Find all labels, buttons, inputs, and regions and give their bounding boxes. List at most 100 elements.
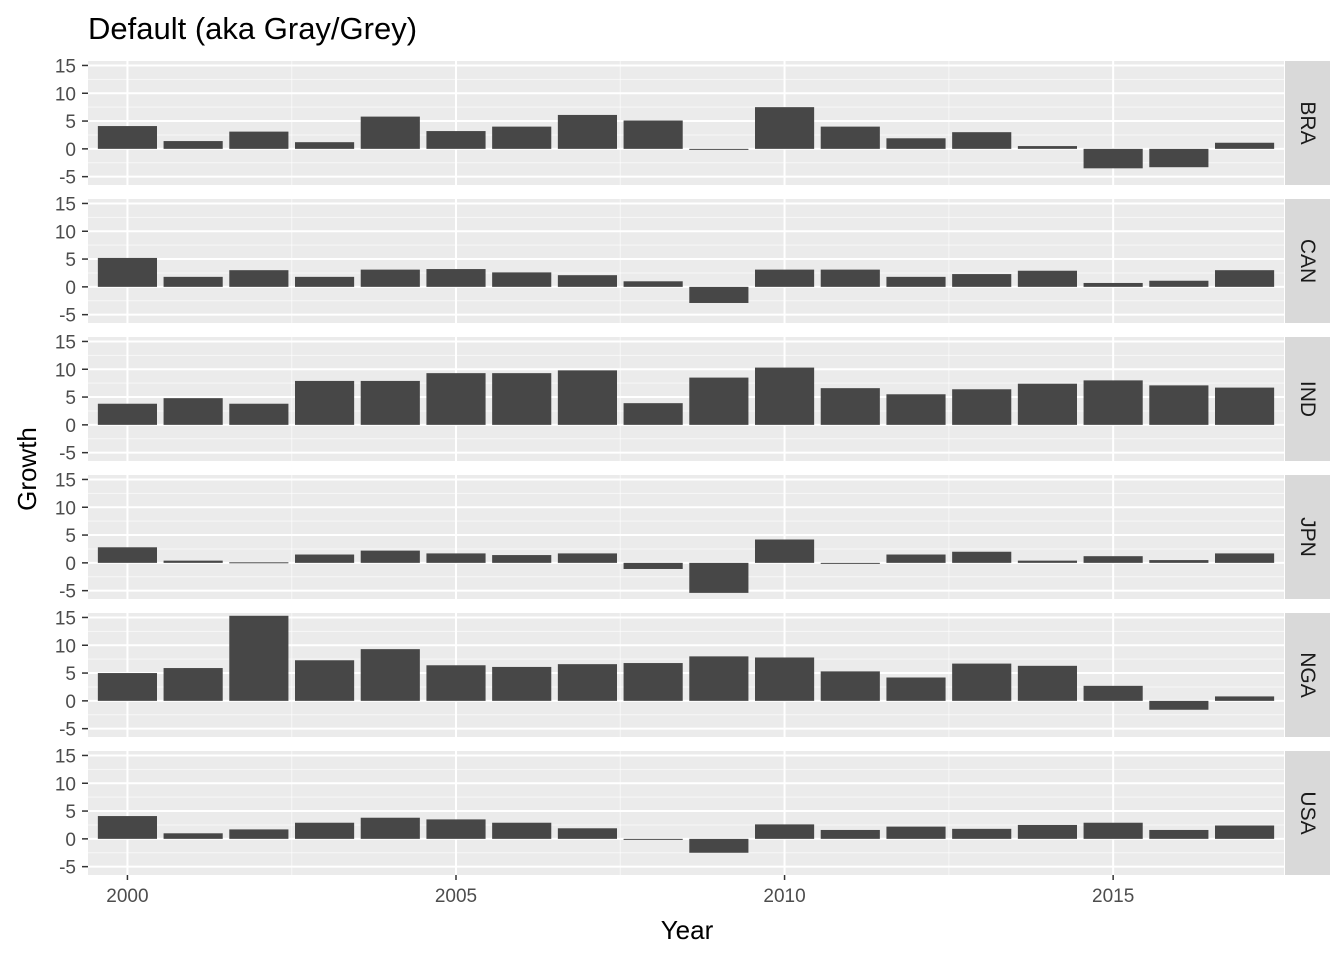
bar-nga-2009 xyxy=(689,656,749,701)
bar-ind-2017 xyxy=(1215,387,1275,425)
y-tick-label: 10 xyxy=(55,636,76,657)
bar-can-2013 xyxy=(952,274,1012,287)
bar-nga-2005 xyxy=(426,665,486,701)
bar-usa-2006 xyxy=(492,822,552,839)
bar-nga-2011 xyxy=(820,671,880,701)
facet-panel-bra: -5 0 5 10 15 BRA xyxy=(55,56,1330,189)
bar-jpn-2006 xyxy=(492,555,552,563)
bar-jpn-2016 xyxy=(1149,560,1209,563)
bar-ind-2007 xyxy=(557,370,617,425)
bar-nga-2013 xyxy=(952,663,1012,701)
y-tick-label: -5 xyxy=(59,720,76,741)
bar-jpn-2005 xyxy=(426,553,486,563)
y-tick-label: 0 xyxy=(65,278,76,299)
y-tick-label: -5 xyxy=(59,858,76,879)
bar-jpn-2013 xyxy=(952,551,1012,563)
bar-ind-2001 xyxy=(163,398,223,425)
bar-bra-2017 xyxy=(1215,142,1275,149)
bar-usa-2012 xyxy=(886,826,946,839)
facet-strip-label: JPN xyxy=(1296,517,1319,557)
bar-bra-2003 xyxy=(295,142,355,149)
bar-can-2001 xyxy=(163,276,223,287)
bar-bra-2006 xyxy=(492,126,552,149)
bar-ind-2013 xyxy=(952,389,1012,425)
bar-can-2003 xyxy=(295,276,355,287)
y-tick-label: 10 xyxy=(55,360,76,381)
bar-can-2000 xyxy=(97,257,157,287)
bar-can-2010 xyxy=(755,269,815,287)
bar-ind-2009 xyxy=(689,377,749,425)
bar-jpn-2002 xyxy=(229,562,289,564)
bar-bra-2010 xyxy=(755,107,815,149)
bar-usa-2016 xyxy=(1149,829,1209,839)
bar-ind-2012 xyxy=(886,394,946,425)
y-tick-label: -5 xyxy=(59,582,76,603)
bar-ind-2000 xyxy=(97,403,157,425)
bar-jpn-2014 xyxy=(1017,560,1077,563)
x-axis: 2000 2005 2010 2015 xyxy=(106,875,1134,907)
bar-nga-2012 xyxy=(886,677,946,701)
bar-nga-2000 xyxy=(97,673,157,701)
bar-nga-2007 xyxy=(557,664,617,701)
bar-nga-2001 xyxy=(163,668,223,701)
facet-strip xyxy=(1285,61,1330,185)
bar-can-2002 xyxy=(229,270,289,287)
bar-usa-2007 xyxy=(557,828,617,839)
bar-jpn-2011 xyxy=(820,562,880,564)
bar-bra-2016 xyxy=(1149,148,1209,168)
facet-panel-ind: -5 0 5 10 15 IND xyxy=(55,332,1330,465)
y-tick-label: 15 xyxy=(55,608,76,629)
bar-bra-2001 xyxy=(163,141,223,149)
y-tick-label: 5 xyxy=(65,526,76,547)
facet-strip xyxy=(1285,751,1330,875)
y-tick-label: 10 xyxy=(55,498,76,519)
x-tick-label: 2015 xyxy=(1092,886,1134,907)
bar-jpn-2008 xyxy=(623,562,683,569)
x-tick-label: 2000 xyxy=(106,886,148,907)
bar-ind-2010 xyxy=(755,367,815,425)
y-tick-label: 15 xyxy=(55,470,76,491)
bar-usa-2005 xyxy=(426,819,486,839)
bar-nga-2016 xyxy=(1149,700,1209,710)
panel-background xyxy=(88,751,1284,875)
facet-strip-label: USA xyxy=(1296,791,1319,834)
facet-panels: -5 0 5 10 15 BRA -5 0 5 10 15 CAN -5 0 5 10 15 IND -5 0 5 10 1… xyxy=(55,56,1330,879)
bar-bra-2002 xyxy=(229,131,289,149)
bar-usa-2000 xyxy=(97,816,157,839)
bar-jpn-2017 xyxy=(1215,553,1275,563)
bar-ind-2014 xyxy=(1017,383,1077,425)
bar-nga-2002 xyxy=(229,615,289,701)
bar-can-2009 xyxy=(689,286,749,303)
bar-nga-2014 xyxy=(1017,665,1077,701)
bar-ind-2016 xyxy=(1149,385,1209,425)
bar-bra-2013 xyxy=(952,132,1012,149)
x-tick-label: 2010 xyxy=(763,886,805,907)
panel-background xyxy=(88,475,1284,599)
y-tick-label: 15 xyxy=(55,56,76,77)
bar-bra-2000 xyxy=(97,126,157,149)
bar-can-2004 xyxy=(360,269,420,287)
facet-panel-usa: -5 0 5 10 15 USA xyxy=(55,746,1330,879)
bar-can-2015 xyxy=(1083,282,1143,287)
bar-jpn-2004 xyxy=(360,550,420,563)
bar-ind-2002 xyxy=(229,403,289,425)
bar-nga-2017 xyxy=(1215,696,1275,701)
bar-can-2011 xyxy=(820,269,880,287)
bar-bra-2011 xyxy=(820,126,880,149)
bar-can-2014 xyxy=(1017,270,1077,287)
bar-can-2008 xyxy=(623,281,683,287)
bar-jpn-2009 xyxy=(689,562,749,593)
facet-panel-can: -5 0 5 10 15 CAN xyxy=(55,194,1330,327)
bar-usa-2009 xyxy=(689,838,749,853)
bar-nga-2004 xyxy=(360,649,420,701)
bar-usa-2001 xyxy=(163,833,223,839)
bar-nga-2010 xyxy=(755,657,815,701)
bar-usa-2004 xyxy=(360,817,420,839)
bar-nga-2003 xyxy=(295,660,355,701)
bar-bra-2005 xyxy=(426,131,486,149)
y-tick-label: 5 xyxy=(65,112,76,133)
bar-usa-2017 xyxy=(1215,825,1275,839)
bar-jpn-2001 xyxy=(163,560,223,563)
bar-ind-2006 xyxy=(492,373,552,425)
